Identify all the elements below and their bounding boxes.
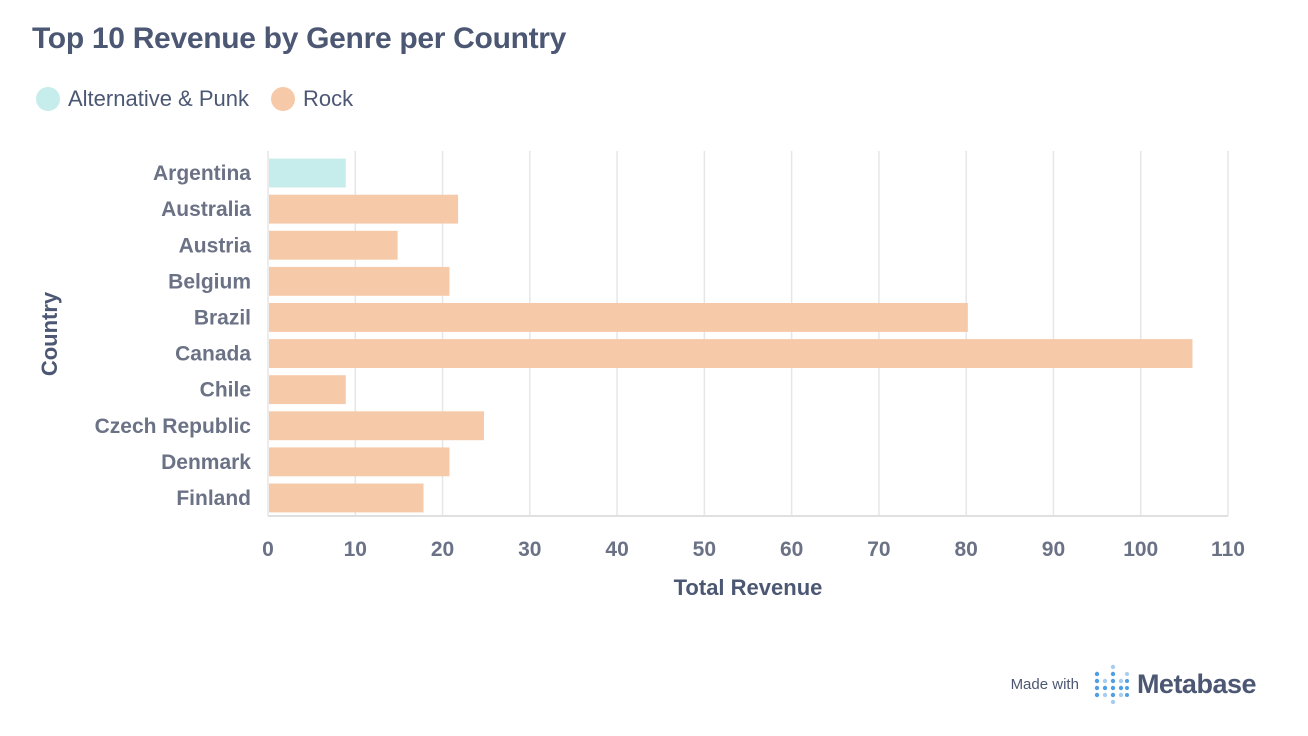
x-tick-label-10: 10 [344, 538, 367, 561]
x-tick-label-50: 50 [693, 538, 716, 561]
y-tick-label-czech-republic: Czech Republic [95, 415, 252, 438]
legend-item-rock[interactable]: Rock [270, 86, 354, 112]
y-axis-labels: Argentina Australia Austria Belgium Brazil Ca… [95, 162, 252, 510]
legend-dot-rock [270, 87, 295, 111]
legend-label-alternative-punk: Alternative & Punk [68, 86, 249, 111]
chart-bars [269, 158, 1193, 513]
chart-legend: Alternative & Punk Rock [36, 86, 353, 112]
x-tick-label-80: 80 [955, 538, 978, 561]
made-with-metabase[interactable]: Made with Metabase [1010, 664, 1257, 704]
y-tick-label-denmark: Denmark [161, 451, 251, 474]
x-tick-label-20: 20 [431, 538, 454, 561]
bar-austria[interactable] [269, 230, 398, 260]
made-with-text: Made with [1010, 675, 1079, 693]
y-axis-title: Country [37, 291, 62, 376]
x-tick-label-60: 60 [780, 538, 803, 561]
y-tick-label-canada: Canada [175, 343, 251, 366]
bar-brazil[interactable] [269, 303, 968, 332]
bar-australia[interactable] [269, 194, 459, 224]
x-tick-label-30: 30 [518, 538, 541, 561]
legend-item-alternative-punk[interactable]: Alternative & Punk [36, 86, 249, 112]
x-tick-label-0: 0 [262, 538, 274, 561]
bar-denmark[interactable] [269, 447, 450, 477]
chart-grid [267, 151, 1229, 516]
bar-chile[interactable] [269, 375, 346, 405]
x-axis-labels: 0 10 20 30 40 50 60 70 80 90 100 110 [262, 538, 1245, 561]
x-tick-label-90: 90 [1042, 538, 1065, 561]
metabase-brand-name: Metabase [1136, 668, 1257, 699]
x-tick-label-110: 110 [1211, 538, 1245, 561]
bar-finland[interactable] [269, 483, 424, 513]
y-tick-label-australia: Australia [161, 198, 251, 221]
bar-belgium[interactable] [269, 266, 450, 296]
bar-argentina[interactable] [269, 158, 346, 188]
bar-canada[interactable] [269, 339, 1193, 368]
x-tick-label-70: 70 [867, 538, 890, 561]
metabase-brand: Metabase [1093, 664, 1257, 704]
y-tick-label-brazil: Brazil [194, 306, 251, 329]
y-tick-label-argentina: Argentina [153, 162, 251, 185]
y-tick-label-austria: Austria [179, 234, 252, 257]
x-axis-title: Total Revenue [674, 575, 823, 600]
x-tick-label-100: 100 [1123, 538, 1158, 561]
legend-label-rock: Rock [302, 86, 354, 111]
bar-czech-republic[interactable] [269, 411, 484, 441]
chart-title: Top 10 Revenue by Genre per Country [32, 22, 567, 55]
y-tick-label-chile: Chile [200, 379, 251, 402]
x-tick-label-40: 40 [605, 538, 628, 561]
metabase-logo-icon [1094, 664, 1129, 704]
legend-dot-alternative-punk [36, 87, 60, 111]
y-tick-label-belgium: Belgium [168, 270, 251, 293]
y-tick-label-finland: Finland [176, 487, 251, 510]
